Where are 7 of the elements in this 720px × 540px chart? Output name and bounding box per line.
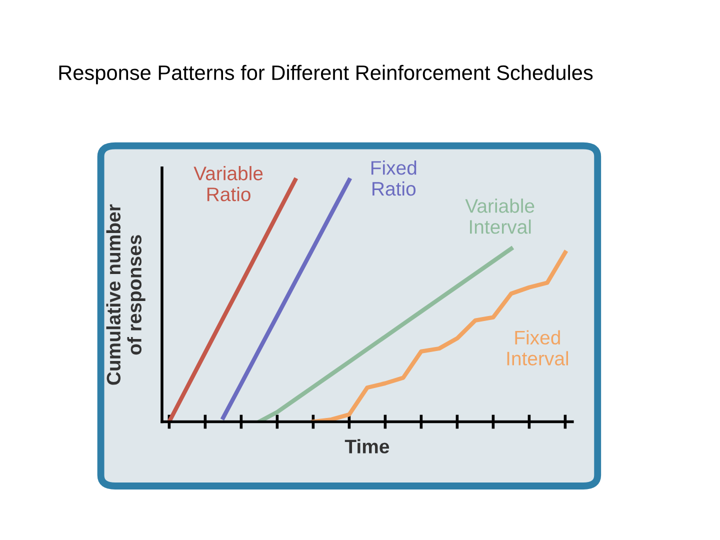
series-label: Variable Ratio [194, 166, 263, 202]
series-label: Fixed Interval [507, 330, 568, 366]
y-axis-title: Cumulative number of responses [106, 204, 146, 385]
x-axis-title: Time [344, 439, 390, 454]
chart-title: Response Patterns for Different Reinforcement Schedules [59, 64, 593, 84]
series-label: Variable Interval [465, 198, 534, 234]
series-label: Fixed Ratio [371, 160, 416, 196]
